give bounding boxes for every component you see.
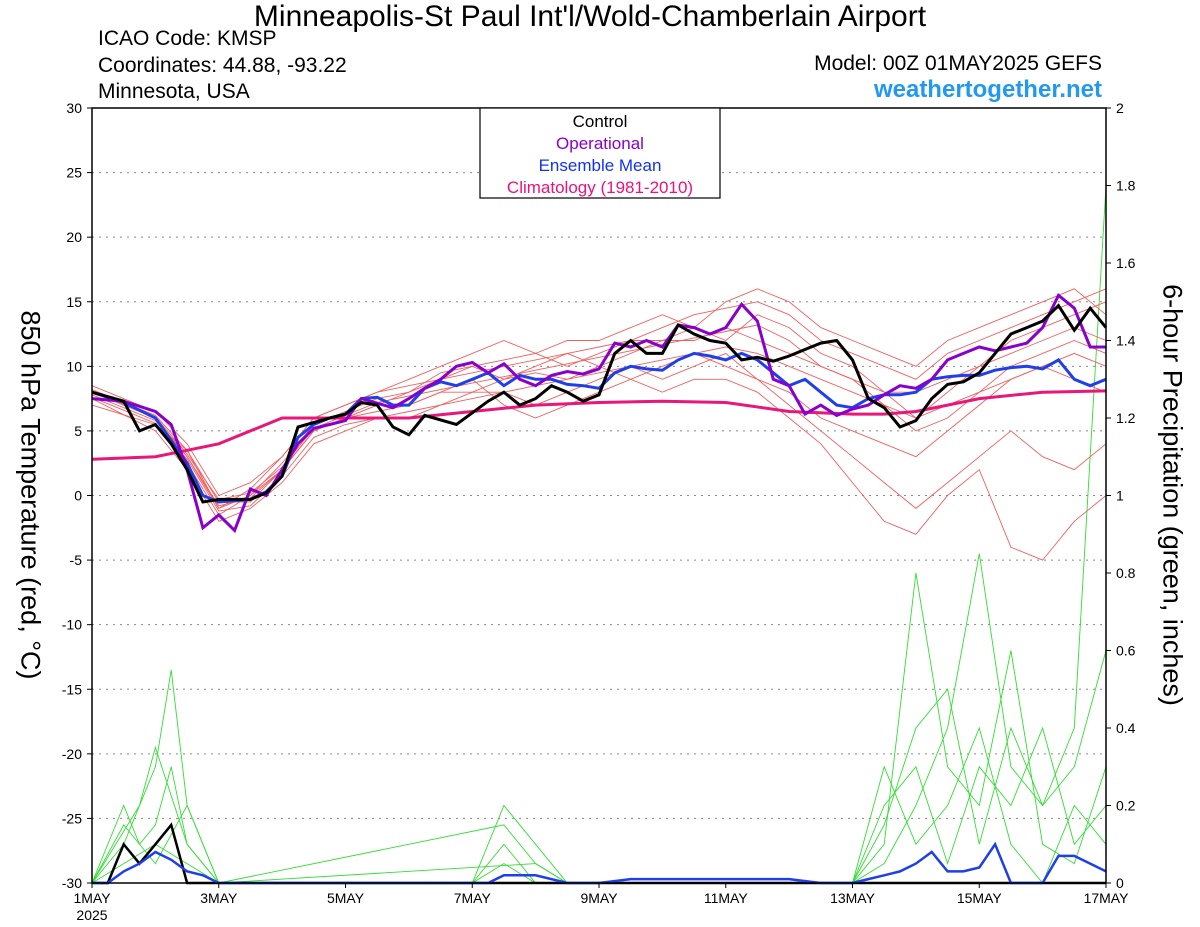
y-tick-left: 10 <box>66 358 82 374</box>
y-tick-left: -15 <box>62 681 82 697</box>
y-tick-right: 0.6 <box>1116 643 1136 659</box>
y-tick-left: -30 <box>62 875 82 891</box>
temp-member-line <box>91 346 1107 512</box>
precip-member-line <box>91 726 1107 884</box>
x-tick: 1MAY <box>73 890 111 906</box>
y-tick-left: -20 <box>62 746 82 762</box>
legend-entry: Operational <box>556 134 644 153</box>
site-link[interactable]: weathertogether.net <box>873 76 1102 103</box>
grid <box>92 107 1106 884</box>
y-tick-left: -5 <box>70 552 83 568</box>
main-series <box>91 292 1108 885</box>
y-tick-right: 2 <box>1116 100 1124 116</box>
precip-control-line <box>92 822 1106 885</box>
temp-member-line <box>91 352 1107 522</box>
legend-entry: Climatology (1981-2010) <box>507 178 693 197</box>
precip-member-line <box>91 650 1107 884</box>
y-tick-right: 1 <box>1116 488 1124 504</box>
y-tick-right: 0 <box>1116 875 1124 891</box>
y-tick-left: -25 <box>62 810 82 826</box>
axes: 302520151050-5-10-15-20-25-3021.81.61.41… <box>62 100 1136 923</box>
precip-member-line <box>91 185 1107 884</box>
temp-member-line <box>91 378 1107 561</box>
legend-entry: Control <box>573 112 628 131</box>
legend: Control Operational Ensemble Mean Climatolo… <box>479 107 721 199</box>
precipitation-members <box>91 185 1107 884</box>
y-tick-left: 5 <box>74 423 82 439</box>
temperature-members <box>91 288 1107 561</box>
x-tick: 11MAY <box>704 890 748 906</box>
x-tick-year: 2025 <box>76 907 107 923</box>
y-tick-left: 20 <box>66 229 82 245</box>
y-tick-right: 0.4 <box>1116 720 1136 736</box>
x-tick: 17MAY <box>1084 890 1130 906</box>
y-tick-right: 1.2 <box>1116 410 1136 426</box>
x-tick: 9MAY <box>580 890 618 906</box>
y-tick-right: 0.8 <box>1116 565 1136 581</box>
y-axis-label-left: 850 hPa Temperature (red, °C) <box>15 310 46 680</box>
x-tick: 7MAY <box>454 890 492 906</box>
model-run: Model: 00Z 01MAY2025 GEFS <box>814 52 1102 75</box>
y-tick-left: 0 <box>74 488 82 504</box>
climatology-line <box>91 389 1107 461</box>
y-tick-left: -10 <box>62 617 82 633</box>
y-tick-right: 1.4 <box>1116 333 1136 349</box>
temp-member-line <box>91 288 1107 510</box>
precip-member-line <box>91 726 1107 884</box>
x-tick: 13MAY <box>830 890 876 906</box>
y-tick-left: 30 <box>66 100 82 116</box>
precip-mean-line <box>92 841 1107 885</box>
x-tick: 15MAY <box>957 890 1003 906</box>
y-tick-right: 0.2 <box>1116 798 1136 814</box>
location-state: Minnesota, USA <box>98 80 250 103</box>
x-tick: 5MAY <box>327 890 365 906</box>
legend-frame <box>479 107 721 199</box>
chart-title: Minneapolis-St Paul Int'l/Wold-Chamberla… <box>253 0 927 33</box>
ensemble-mean-line <box>91 351 1107 504</box>
y-tick-right: 1.6 <box>1116 255 1136 271</box>
icao-code: ICAO Code: KMSP <box>98 27 277 50</box>
legend-entry: Ensemble Mean <box>539 156 662 175</box>
x-tick: 3MAY <box>200 890 238 906</box>
y-tick-right: 1.8 <box>1116 178 1136 194</box>
coordinates: Coordinates: 44.88, -93.22 <box>98 54 347 77</box>
control-line <box>91 303 1108 504</box>
precip-member-line <box>91 572 1107 884</box>
y-tick-left: 15 <box>66 294 82 310</box>
y-axis-label-right: 6-hour Precipitation (green, inches) <box>1157 284 1188 706</box>
y-tick-left: 25 <box>66 165 82 181</box>
